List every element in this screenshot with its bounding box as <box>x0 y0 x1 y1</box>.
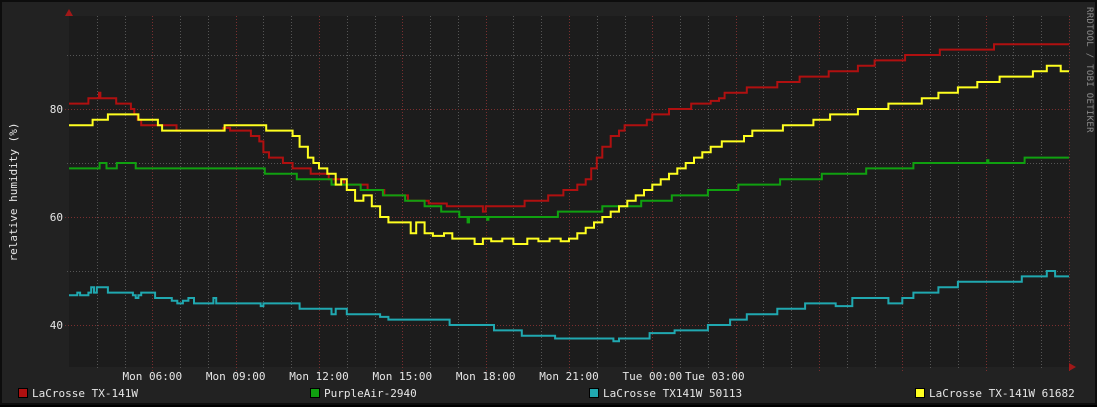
legend-swatch-icon <box>310 388 320 398</box>
y-tick-label: 40 <box>50 319 63 332</box>
legend-label: LaCrosse TX-141W <box>32 387 138 400</box>
y-axis-label: relative humidity (%) <box>7 122 20 261</box>
x-tick-label: Tue 00:00 <box>623 370 683 383</box>
x-tick-label: Mon 06:00 <box>123 370 183 383</box>
y-tick-label: 60 <box>50 211 63 224</box>
x-tick-label: Mon 18:00 <box>456 370 516 383</box>
x-tick-label: Mon 09:00 <box>206 370 266 383</box>
legend-swatch-icon <box>915 388 925 398</box>
legend-swatch-icon <box>589 388 599 398</box>
grid-lines <box>65 16 1070 371</box>
legend-label: LaCrosse TX141W 50113 <box>603 387 742 400</box>
x-tick-label: Mon 21:00 <box>539 370 599 383</box>
x-tick-label: Mon 12:00 <box>289 370 349 383</box>
series-line-3 <box>69 270 1069 343</box>
legend-item: LaCrosse TX141W 50113 <box>589 387 742 400</box>
x-axis-arrow-icon <box>1069 363 1076 371</box>
y-axis-ticks: 40 60 80 <box>50 103 63 332</box>
legend: LaCrosse TX-141W PurpleAir-2940 LaCrosse T… <box>18 387 1075 400</box>
y-tick-label: 80 <box>50 103 63 116</box>
legend-item: LaCrosse TX-141W 61682 <box>915 387 1075 400</box>
series-line-2 <box>69 156 1069 224</box>
y-axis-arrow-icon <box>65 9 73 16</box>
x-tick-label: Tue 03:00 <box>685 370 745 383</box>
series-lines <box>69 43 1069 343</box>
legend-label: PurpleAir-2940 <box>324 387 417 400</box>
series-line-4 <box>69 64 1069 245</box>
x-tick-label: Mon 15:00 <box>373 370 433 383</box>
plot-canvas <box>69 16 1069 367</box>
legend-item: PurpleAir-2940 <box>310 387 417 400</box>
x-axis-ticks: Mon 06:00 Mon 09:00 Mon 12:00 Mon 15:00 Mon … <box>123 370 745 383</box>
legend-swatch-icon <box>18 388 28 398</box>
legend-label: LaCrosse TX-141W 61682 <box>929 387 1075 400</box>
watermark: RRDTOOL / TOBI OETIKER <box>1084 7 1094 133</box>
legend-item: LaCrosse TX-141W <box>18 387 138 400</box>
